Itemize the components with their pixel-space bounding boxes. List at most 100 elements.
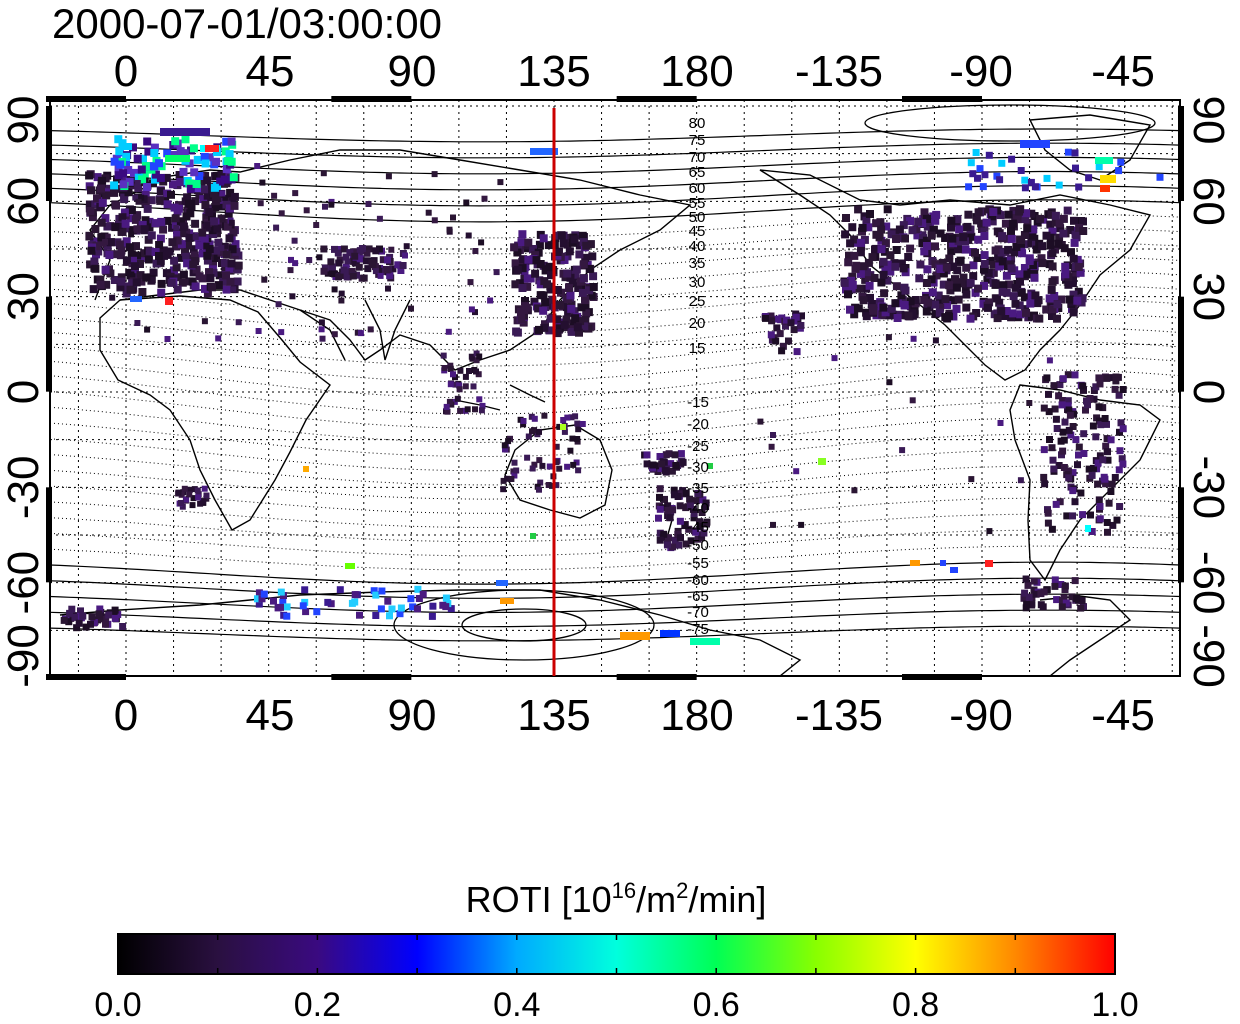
contour-label: 15 xyxy=(689,340,706,357)
roti-pixel xyxy=(1103,374,1111,382)
roti-pixel xyxy=(1101,415,1109,422)
roti-pixel xyxy=(348,267,356,275)
roti-pixel xyxy=(388,605,396,613)
roti-pixel xyxy=(945,281,954,290)
roti-pixel xyxy=(976,165,984,173)
roti-pixel xyxy=(891,262,900,271)
roti-pixel xyxy=(73,624,81,632)
roti-pixel xyxy=(230,286,237,293)
roti-pixel xyxy=(128,231,135,238)
roti-pixel xyxy=(923,222,932,231)
roti-pixel xyxy=(119,623,127,630)
roti-pixel xyxy=(897,259,906,268)
roti-pixel xyxy=(228,245,237,254)
roti-pixel xyxy=(1005,280,1014,289)
roti-pixel xyxy=(692,497,700,505)
roti-pixel xyxy=(468,306,475,313)
roti-pixel xyxy=(95,610,103,618)
roti-data-pixels xyxy=(60,128,1164,645)
roti-pixel xyxy=(1031,183,1039,191)
roti-pixel xyxy=(1117,158,1125,166)
roti-pixel xyxy=(88,613,96,621)
roti-pixel xyxy=(201,318,208,325)
roti-pixel xyxy=(110,610,118,618)
roti-pixel xyxy=(856,238,865,247)
roti-pixel xyxy=(844,290,852,299)
roti-pixel xyxy=(768,443,775,450)
roti-pixel xyxy=(965,183,973,191)
roti-pixel xyxy=(1023,224,1032,233)
roti-pixel xyxy=(1071,149,1079,157)
roti-pixel xyxy=(183,496,190,503)
roti-pixel xyxy=(986,528,993,535)
roti-pixel xyxy=(513,248,522,257)
roti-pixel xyxy=(150,162,159,171)
roti-pixel xyxy=(364,265,372,273)
roti-pixel xyxy=(235,319,242,326)
left-lat-tick-label: -60 xyxy=(0,551,48,615)
roti-pixel xyxy=(171,220,180,229)
roti-pixel xyxy=(143,204,152,213)
roti-pixel xyxy=(675,541,683,549)
roti-pixel xyxy=(996,176,1004,184)
roti-pixel xyxy=(1074,461,1081,469)
roti-pixel xyxy=(1059,447,1067,455)
roti-pixel xyxy=(664,502,672,510)
roti-pixel xyxy=(1056,498,1064,506)
roti-pixel xyxy=(372,612,380,619)
roti-pixel xyxy=(92,242,101,251)
roti-pixel xyxy=(991,279,1000,288)
roti-pixel xyxy=(110,188,118,197)
roti-pixel xyxy=(287,267,294,274)
roti-pixel xyxy=(1109,521,1117,529)
roti-pixel xyxy=(125,177,134,186)
roti-pixel xyxy=(1095,374,1103,382)
roti-pixel xyxy=(138,220,147,229)
roti-pixel xyxy=(656,493,663,501)
roti-pixel xyxy=(255,589,263,597)
roti-pixel xyxy=(118,227,127,236)
roti-pixel xyxy=(106,269,115,278)
roti-pixel xyxy=(540,323,549,332)
roti-pixel xyxy=(931,216,940,225)
contour-label: 70 xyxy=(689,149,706,166)
roti-pixel-highlight xyxy=(530,533,536,539)
roti-pixel xyxy=(553,231,562,240)
roti-pixel xyxy=(1080,450,1088,457)
roti-pixel xyxy=(587,291,596,300)
roti-pixel xyxy=(479,402,486,409)
roti-pixel xyxy=(1030,586,1038,594)
roti-pixel xyxy=(328,201,335,208)
right-tick-bar xyxy=(1178,296,1184,392)
top-lon-tick-label: 180 xyxy=(660,47,733,96)
roti-pixel xyxy=(980,223,989,232)
roti-pixel xyxy=(140,225,149,234)
roti-pixel xyxy=(450,371,456,378)
roti-pixel xyxy=(351,248,359,256)
roti-pixel xyxy=(141,162,150,171)
roti-pixel xyxy=(850,251,859,260)
roti-pixel xyxy=(372,247,380,255)
roti-pixel xyxy=(179,167,188,176)
roti-pixel xyxy=(941,313,950,322)
roti-pixel xyxy=(320,170,327,177)
roti-pixel xyxy=(1055,181,1063,189)
roti-pixel xyxy=(676,502,684,510)
roti-pixel xyxy=(203,242,210,249)
roti-pixel xyxy=(957,279,966,288)
top-tick-bar xyxy=(46,96,126,102)
roti-pixel xyxy=(982,218,991,227)
roti-pixel xyxy=(525,433,532,440)
roti-pixel xyxy=(649,461,657,469)
roti-pixel xyxy=(993,314,1002,323)
roti-pixel xyxy=(327,258,335,266)
contour-label: 60 xyxy=(689,180,706,197)
roti-pixel xyxy=(134,180,141,186)
roti-pixel xyxy=(414,585,422,593)
roti-pixel xyxy=(931,242,939,251)
roti-pixel xyxy=(577,303,586,312)
roti-pixel xyxy=(662,468,670,476)
contour-label: 75 xyxy=(689,132,706,149)
roti-pixel xyxy=(75,619,83,627)
roti-pixel xyxy=(904,253,913,261)
